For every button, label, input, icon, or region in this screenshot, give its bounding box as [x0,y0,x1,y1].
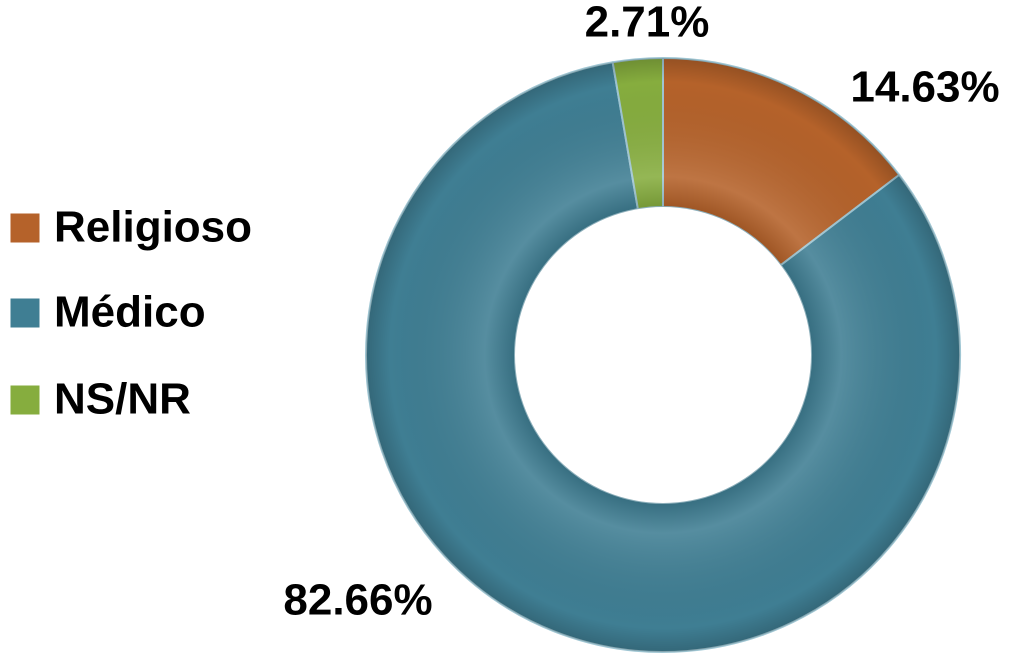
data-label: 14.63% [850,63,999,112]
data-label: 2.71% [585,0,710,47]
data-label: 82.66% [283,576,432,625]
legend-label: Médico [54,288,206,337]
legend-label: Religioso [54,203,252,252]
legend-swatch [9,384,41,416]
donut-hole [515,207,811,503]
legend-swatch [9,212,41,244]
legend-swatch [9,297,41,329]
legend-label: NS/NR [54,375,191,424]
